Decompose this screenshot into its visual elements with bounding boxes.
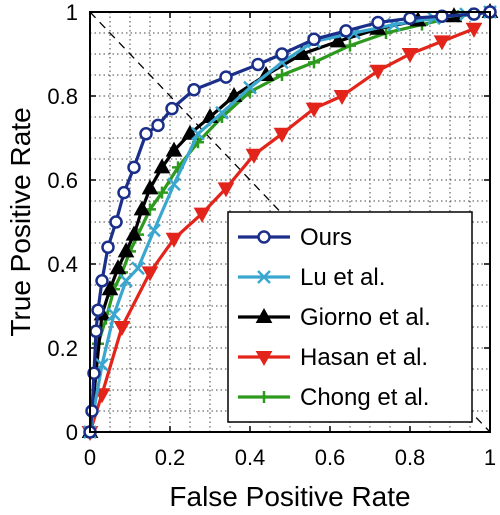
data-point-ours: [151, 118, 165, 133]
data-point-chong-et-al: [156, 186, 168, 199]
series-layer: [81, 2, 499, 442]
data-point-giorno-et-al: [101, 280, 119, 296]
data-point-ours: [101, 240, 115, 254]
data-point-giorno-et-al: [117, 242, 135, 258]
data-point-lu-et-al: [167, 177, 181, 192]
y-tick-label: 0.6: [47, 168, 78, 193]
series-ours: [83, 5, 497, 439]
legend-item: Chong et al.: [238, 384, 429, 411]
data-point-giorno-et-al: [329, 32, 347, 48]
data-point-giorno-et-al: [141, 179, 159, 195]
data-point-ours: [91, 303, 105, 317]
data-point-ours: [251, 57, 265, 72]
data-point-ours: [307, 32, 321, 47]
data-point-hasan-et-al: [113, 321, 131, 337]
y-tick-label: 0.8: [47, 84, 78, 109]
data-point-chong-et-al: [276, 69, 288, 81]
data-point-ours: [219, 70, 233, 84]
data-point-chong-et-al: [344, 39, 356, 52]
data-point-chong-et-al: [308, 56, 320, 69]
x-tick-label: 0.8: [395, 445, 426, 470]
data-point-hasan-et-al: [305, 102, 323, 118]
data-point-hasan-et-al: [333, 90, 351, 106]
legend-label: Chong et al.: [300, 384, 429, 411]
data-point-ours: [187, 82, 201, 97]
data-point-ours: [467, 7, 481, 21]
legend-marker: [258, 391, 270, 403]
y-tick-label: 0: [66, 420, 78, 445]
data-point-ours: [165, 101, 179, 116]
y-tick-labels: 0 0.2 0.4 0.6 0.8 1: [47, 0, 78, 445]
data-point-ours: [95, 274, 109, 288]
legend-item: Hasan et al.: [238, 344, 428, 371]
y-tick-label: 1: [66, 0, 78, 25]
x-tick-labels: 0 0.2 0.4 0.6 0.8 1: [84, 445, 496, 470]
data-point-ours: [371, 15, 385, 30]
data-point-hasan-et-al: [401, 48, 419, 64]
data-point-lu-et-al: [191, 126, 205, 141]
x-tick-label: 0.2: [155, 445, 186, 470]
data-point-hasan-et-al: [193, 207, 211, 223]
legend-label: Lu et al.: [300, 264, 385, 291]
data-point-hasan-et-al: [165, 232, 183, 248]
data-point-hasan-et-al: [217, 182, 235, 198]
x-tick-label: 1: [484, 445, 496, 470]
data-point-giorno-et-al: [165, 141, 183, 157]
data-point-giorno-et-al: [109, 259, 127, 275]
data-point-hasan-et-al: [273, 127, 291, 143]
y-tick-label: 0.2: [47, 336, 78, 361]
data-point-ours: [435, 9, 449, 23]
data-point-ours: [109, 215, 123, 229]
data-point-giorno-et-al: [125, 225, 143, 241]
legend-label: Hasan et al.: [300, 344, 428, 371]
data-point-hasan-et-al: [369, 64, 387, 80]
data-point-lu-et-al: [243, 80, 257, 95]
data-point-hasan-et-al: [465, 22, 483, 38]
legend-label: Ours: [300, 224, 352, 251]
x-tick-label: 0.6: [315, 445, 346, 470]
data-point-ours: [87, 366, 101, 380]
data-point-giorno-et-al: [153, 158, 171, 174]
data-point-lu-et-al: [119, 273, 133, 288]
x-tick-label: 0: [84, 445, 96, 470]
legend-item: Ours: [238, 224, 352, 251]
data-point-ours: [127, 160, 141, 175]
legend-marker: [255, 307, 273, 323]
legend-label: Giorno et al.: [300, 304, 431, 331]
data-point-lu-et-al: [147, 223, 161, 238]
data-point-hasan-et-al: [433, 35, 451, 51]
data-point-ours: [89, 324, 103, 338]
data-point-ours: [339, 24, 353, 38]
data-point-giorno-et-al: [181, 124, 199, 140]
data-point-lu-et-al: [215, 105, 229, 120]
data-point-ours: [139, 127, 153, 141]
y-tick-label: 0.4: [47, 252, 78, 277]
legend-marker: [255, 351, 273, 367]
legend-item: Lu et al.: [238, 264, 385, 291]
data-point-ours: [117, 185, 131, 200]
x-axis-title: False Positive Rate: [169, 481, 410, 512]
data-point-giorno-et-al: [133, 200, 151, 216]
data-point-ours: [403, 11, 417, 26]
data-point-hasan-et-al: [141, 266, 159, 282]
series-hasan-et-al: [81, 22, 483, 442]
legend: Ours Lu et al. Giorno et al. Hasan et al. Ch…: [227, 211, 473, 423]
data-point-ours: [85, 404, 99, 418]
data-point-lu-et-al: [107, 307, 121, 322]
legend-item: Giorno et al.: [238, 304, 431, 331]
x-tick-label: 0.4: [235, 445, 266, 470]
data-point-lu-et-al: [131, 261, 145, 276]
y-axis-title: True Positive Rate: [5, 107, 36, 336]
data-point-hasan-et-al: [245, 148, 263, 164]
plot-frame: [89, 11, 491, 433]
legend-marker: [257, 230, 271, 244]
legend-marker: [257, 270, 271, 284]
data-point-ours: [275, 47, 289, 61]
